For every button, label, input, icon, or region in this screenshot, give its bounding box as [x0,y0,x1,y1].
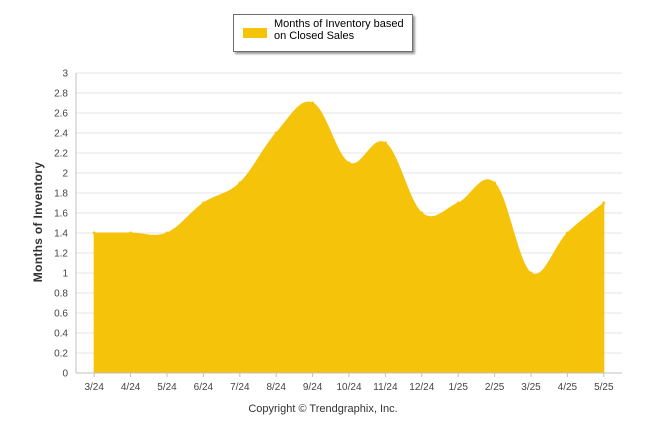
legend: Months of Inventory based on Closed Sale… [233,14,413,52]
x-tick-label: 11/24 [373,382,398,393]
y-axis-label: Months of Inventory [31,161,45,283]
data-point [420,211,424,215]
x-tick-label: 4/25 [558,382,578,393]
x-tick-labels: 3/24 4/24 5/24 6/24 7/24 8/24 9/24 10/24 11/24 12… [84,373,614,393]
data-point [565,231,569,235]
x-tick-label: 5/24 [157,382,177,393]
y-tick-label: 0.8 [54,289,68,300]
series-area [92,101,606,374]
x-tick-label: 3/25 [521,382,541,393]
y-tick-label: 2.4 [54,129,68,140]
y-tick-labels: 0 0.2 0.4 0.6 0.8 1 1.2 1.4 1.6 1.8 2 2.2 2.4 2.6 2.8 3 [54,69,68,380]
x-tick-label: 10/24 [336,382,361,393]
y-tick-label: 1.4 [54,229,68,240]
legend-swatch [243,28,267,38]
x-tick-label: 5/25 [594,382,614,393]
x-tick-label: 8/24 [266,382,286,393]
data-point [347,161,351,165]
x-tick-label: 3/24 [84,382,104,393]
data-point [602,201,606,205]
data-point [129,231,133,235]
data-point [274,131,278,135]
x-tick-label: 2/25 [485,382,505,393]
data-point [493,181,497,185]
y-tick-label: 0.6 [54,309,68,320]
legend-label: Months of Inventory based on Closed Sale… [274,18,404,42]
data-point [311,101,315,105]
data-point [383,141,387,145]
data-point [165,231,169,235]
data-point [456,201,460,205]
data-point [238,181,242,185]
y-tick-label: 1.8 [54,189,68,200]
data-point [92,231,96,235]
y-tick-label: 1.6 [54,209,68,220]
series-area-fill [93,101,605,374]
x-tick-label: 7/24 [230,382,250,393]
copyright-footer: Copyright © Trendgraphix, Inc. [248,403,398,415]
x-tick-label: 1/25 [448,382,468,393]
y-tick-label: 0.4 [54,329,68,340]
y-tick-label: 3 [62,69,68,80]
x-tick-label: 6/24 [194,382,214,393]
y-tick-label: 0.2 [54,349,68,360]
y-tick-label: 2.6 [54,109,68,120]
y-tick-label: 1.2 [54,249,68,260]
data-point [529,271,533,275]
x-tick-label: 12/24 [409,382,434,393]
x-tick-label: 9/24 [303,382,323,393]
data-point [201,201,205,205]
y-tick-label: 1 [62,269,68,280]
y-tick-label: 0 [62,369,68,380]
y-tick-label: 2.2 [54,149,68,160]
y-tick-label: 2.8 [54,89,68,100]
x-tick-label: 4/24 [121,382,141,393]
y-tick-label: 2 [62,169,68,180]
